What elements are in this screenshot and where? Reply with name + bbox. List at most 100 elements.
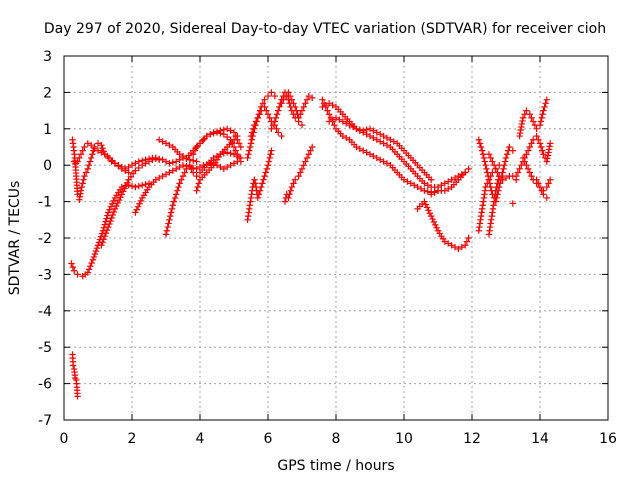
x-tick-label: 6 <box>264 431 273 447</box>
data-point-track <box>159 138 166 145</box>
data-point <box>485 176 493 183</box>
data-point <box>366 132 374 140</box>
data-point <box>547 176 554 183</box>
data-point <box>234 132 241 140</box>
data-point-track <box>107 217 114 225</box>
data-point-track <box>300 162 307 169</box>
data-point-track <box>495 176 502 183</box>
data-point-track <box>458 243 465 251</box>
data-point-track <box>164 223 171 231</box>
data-point-track <box>276 103 283 111</box>
data-point-track <box>188 165 195 173</box>
data-point-track <box>100 236 107 243</box>
data-point <box>98 149 105 156</box>
data-point <box>319 103 326 111</box>
data-point <box>186 156 193 163</box>
data-point <box>77 187 85 194</box>
data-point <box>278 132 285 140</box>
data-point <box>543 194 550 202</box>
y-tick-label: 2 <box>43 85 52 101</box>
data-point <box>254 194 261 202</box>
data-point <box>251 176 258 183</box>
x-tick-labels: 0 2 4 6 8 10 12 14 16 <box>60 431 617 447</box>
data-point-track <box>537 143 545 151</box>
data-point <box>247 140 255 147</box>
data-point-track <box>538 114 545 122</box>
data-point <box>455 245 462 253</box>
data-point <box>98 242 105 249</box>
data-point-track <box>142 181 149 188</box>
data-point-track <box>121 185 128 192</box>
y-tick-label: -3 <box>38 267 52 283</box>
data-point-track <box>481 158 488 165</box>
data-point <box>298 107 306 114</box>
data-point <box>506 143 513 151</box>
data-point-track <box>80 176 87 183</box>
data-point <box>509 200 516 207</box>
x-tick-label: 8 <box>332 431 341 447</box>
data-point <box>254 114 261 122</box>
data-point-track <box>404 178 411 185</box>
data-point-track <box>331 121 338 129</box>
data-point-track <box>255 191 263 198</box>
data-point-track <box>76 154 83 162</box>
data-point-track <box>142 160 149 167</box>
data-point-track <box>171 194 179 202</box>
data-point-track <box>174 187 181 194</box>
data-point-track <box>93 244 101 252</box>
data-point-track <box>107 203 115 210</box>
data-point-track <box>106 220 113 228</box>
axis-ticks <box>63 55 609 421</box>
data-point-track <box>411 182 418 189</box>
data-point-track <box>99 239 106 246</box>
data-point-track <box>266 154 273 162</box>
data-point <box>523 107 530 114</box>
data-point-track <box>501 158 509 165</box>
data-point-track <box>370 152 377 160</box>
data-point-track <box>170 198 178 205</box>
data-point <box>132 209 139 216</box>
data-point-track <box>451 243 459 251</box>
data-point <box>533 125 540 132</box>
data-point <box>111 160 119 167</box>
data-point <box>125 169 132 176</box>
data-point <box>288 183 295 191</box>
data-point-track <box>260 176 267 183</box>
data-point <box>292 114 299 122</box>
data-points <box>68 89 554 400</box>
data-point <box>414 183 421 191</box>
data-point-track <box>110 197 117 205</box>
data-point <box>543 96 550 103</box>
data-point <box>264 92 272 100</box>
data-point <box>494 180 501 187</box>
data-point-track <box>265 158 273 165</box>
data-point <box>309 94 316 102</box>
data-point-track <box>541 103 548 111</box>
data-point <box>159 172 166 180</box>
data-point-track <box>370 127 377 134</box>
data-point <box>105 223 112 231</box>
data-point-track <box>286 100 293 107</box>
data-point-track <box>266 114 273 122</box>
data-point-track <box>259 100 267 107</box>
data-point-track <box>518 162 525 169</box>
data-point <box>173 158 180 165</box>
data-point-track <box>162 158 170 165</box>
data-point <box>346 121 353 129</box>
data-point <box>237 143 244 151</box>
data-point <box>190 151 197 158</box>
data-point-track <box>484 180 491 187</box>
data-point <box>475 136 482 143</box>
data-point-track <box>232 147 239 154</box>
data-point-track <box>538 187 545 194</box>
data-point <box>332 114 340 122</box>
data-point <box>479 147 486 154</box>
data-point <box>400 176 408 183</box>
data-point <box>268 89 275 96</box>
data-point <box>547 140 554 147</box>
data-point-track <box>426 210 434 217</box>
data-point <box>159 156 166 163</box>
data-point <box>162 231 170 238</box>
x-tick-label: 16 <box>599 431 617 447</box>
data-point-track <box>79 147 86 154</box>
